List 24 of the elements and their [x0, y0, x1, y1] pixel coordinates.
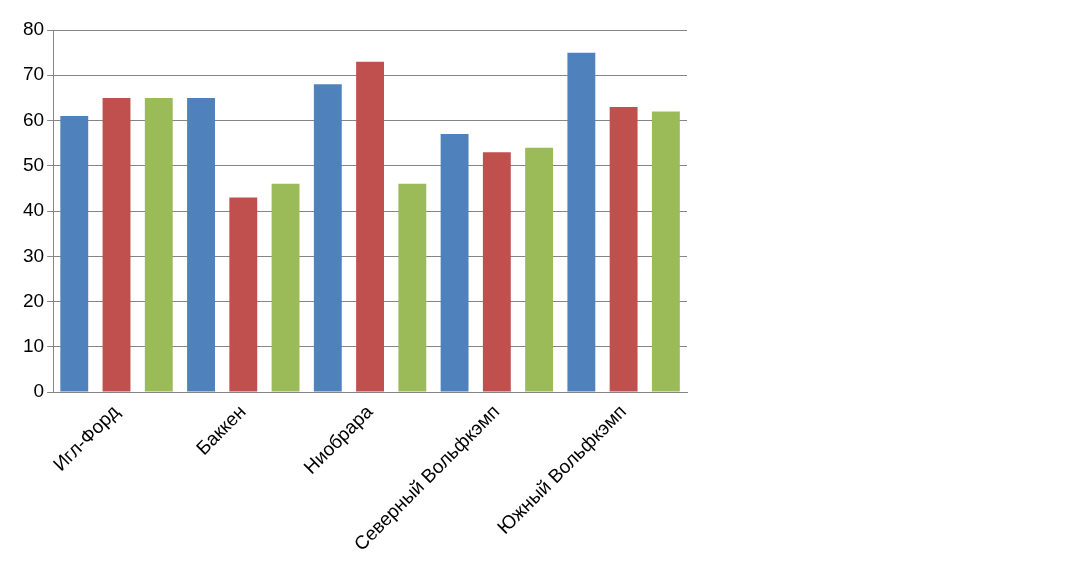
bar	[271, 183, 300, 392]
bar	[229, 197, 258, 392]
y-tick-label: 60	[22, 108, 45, 130]
bar	[651, 111, 680, 392]
bar	[313, 84, 342, 392]
bar	[567, 52, 596, 392]
bar	[144, 97, 173, 392]
y-tick-label: 40	[22, 199, 45, 221]
bar	[440, 134, 469, 392]
y-tick-label: 80	[22, 18, 45, 40]
bar	[609, 106, 638, 392]
y-tick-label: 0	[33, 380, 45, 402]
y-tick-label: 10	[22, 335, 45, 357]
bar	[482, 152, 511, 392]
y-tick-label: 20	[22, 289, 45, 311]
bar	[60, 115, 89, 392]
y-tick-label: 70	[22, 63, 45, 85]
bar	[356, 61, 385, 392]
y-tick-label: 30	[22, 244, 45, 266]
bar	[398, 183, 427, 392]
bar	[187, 97, 215, 392]
bar	[525, 147, 554, 392]
y-tick-label: 50	[22, 154, 45, 175]
bar	[102, 97, 131, 392]
